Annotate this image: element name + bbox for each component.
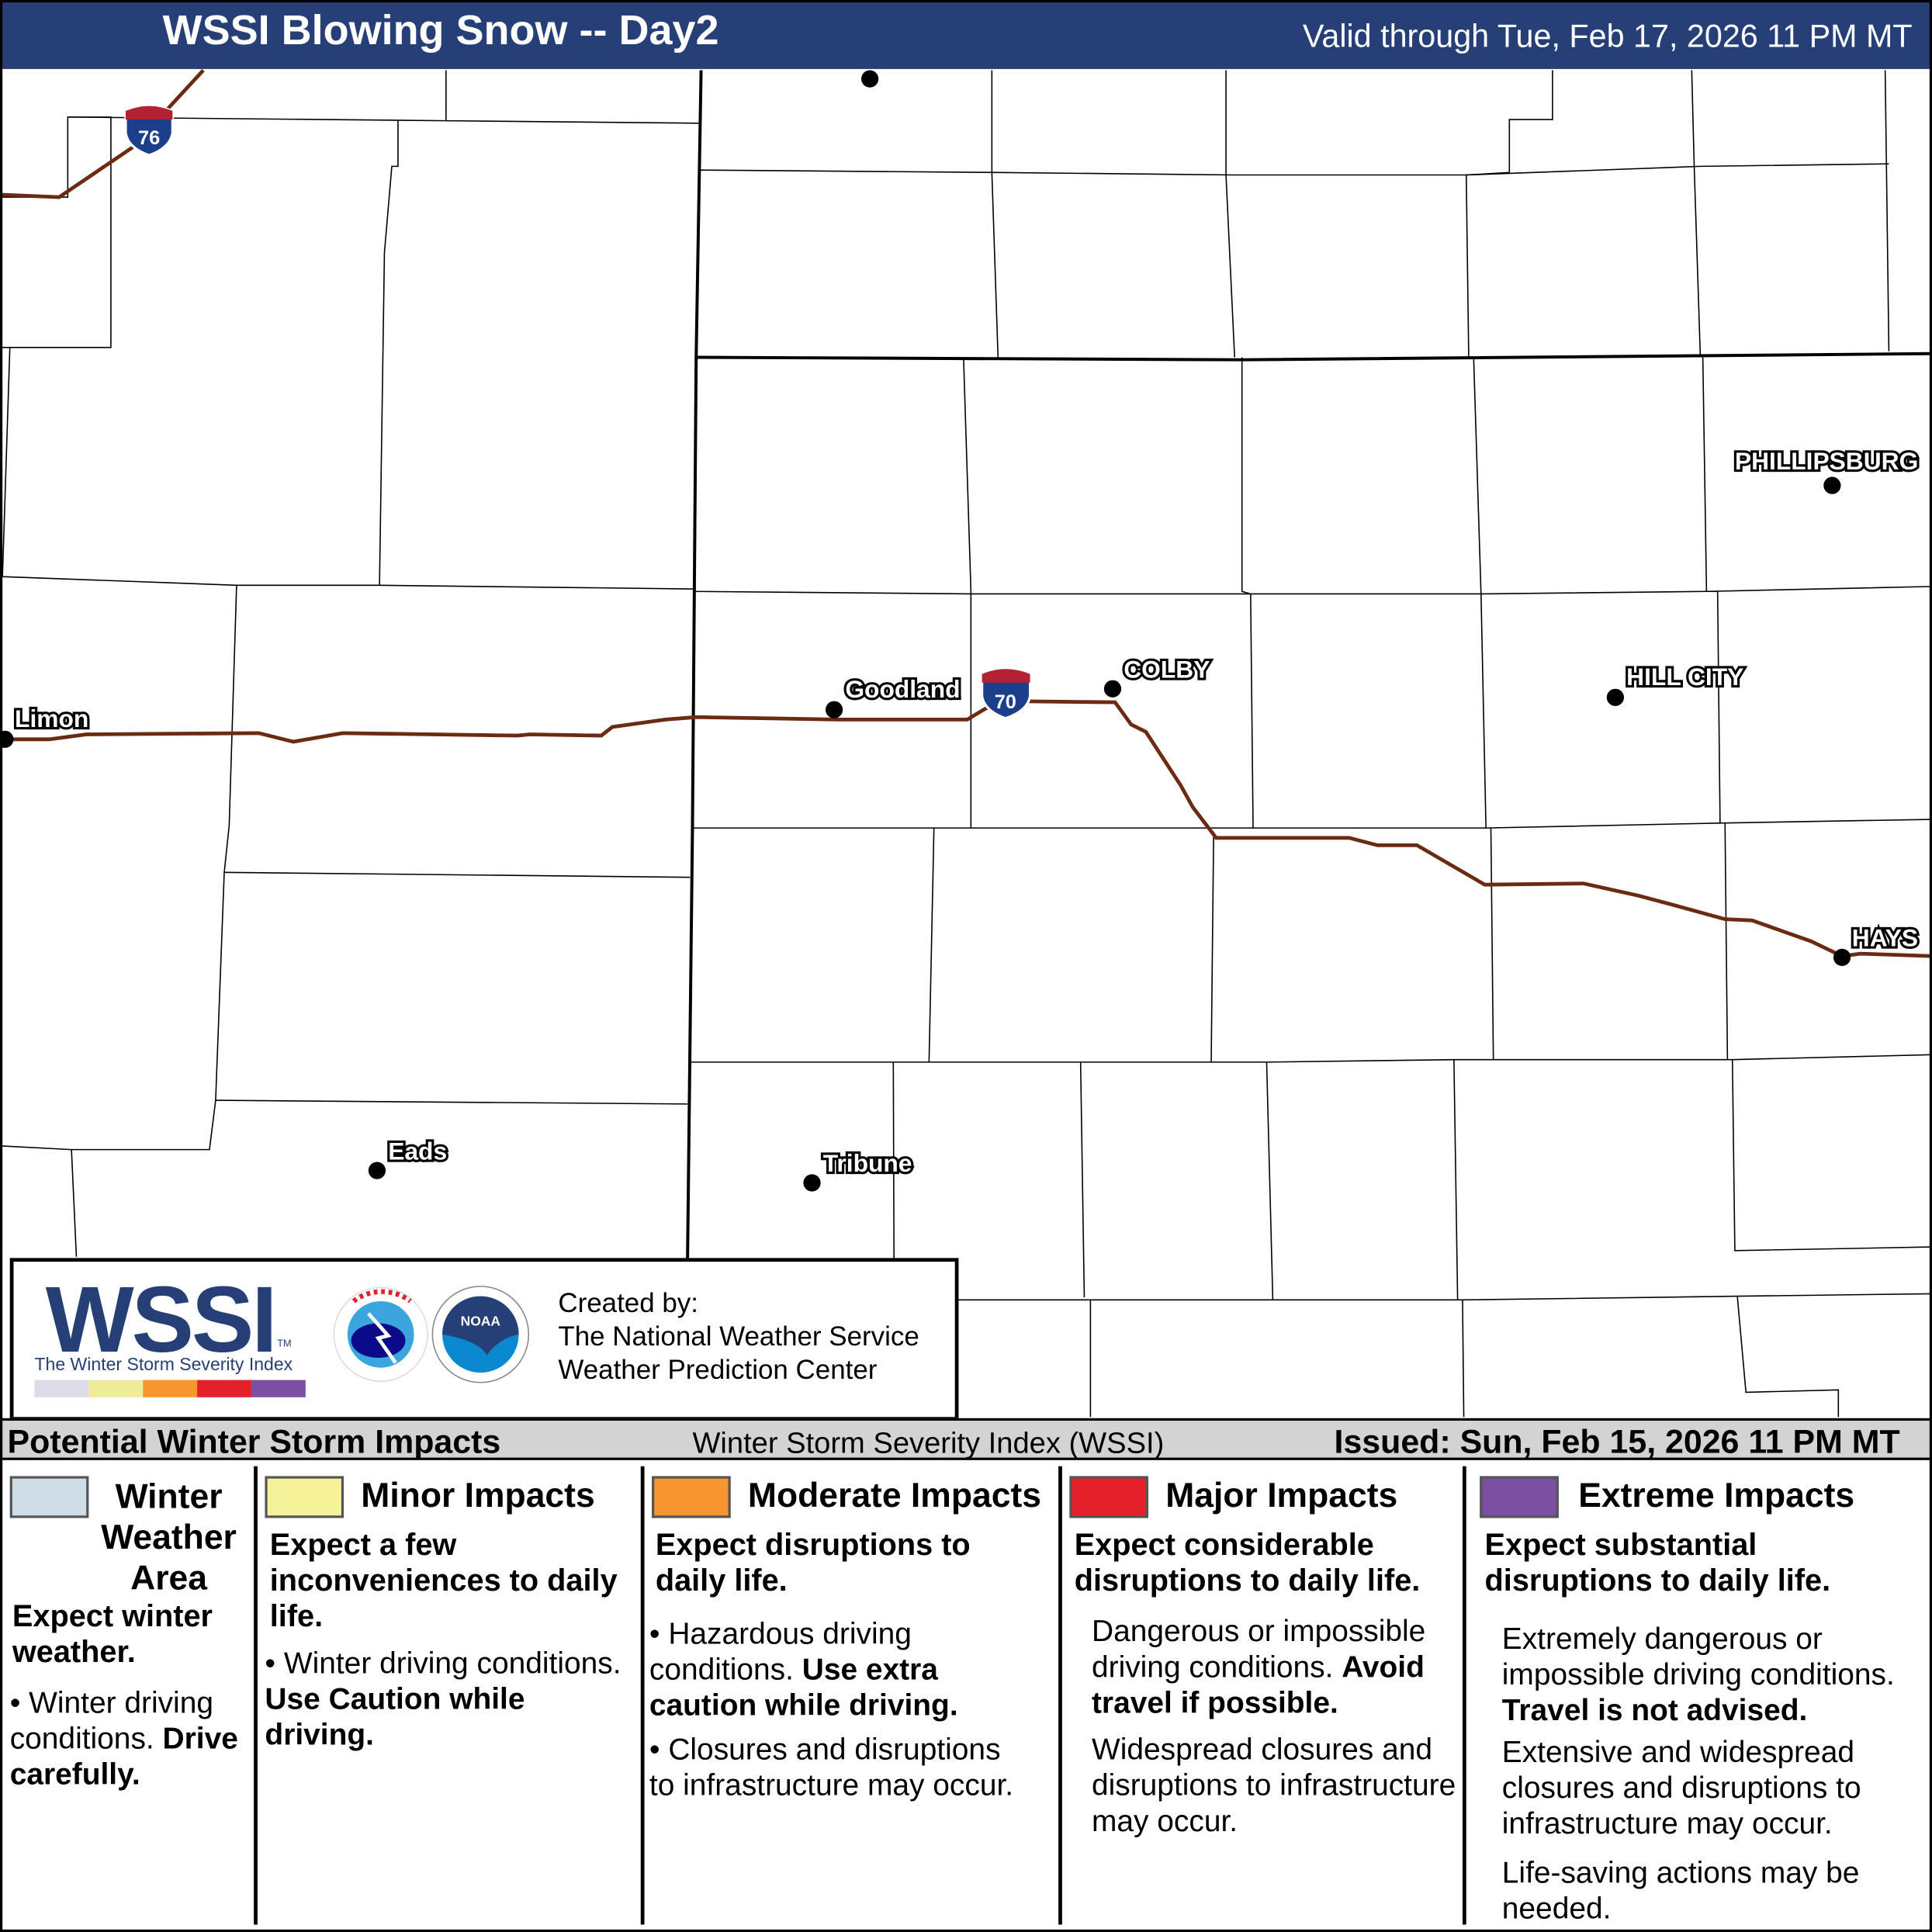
shield-label-70: 70 — [995, 691, 1016, 713]
category-bullet: Widespread closures and disruptions to i… — [1092, 1733, 1461, 1840]
county-map: 76 70 Limon Goodland COLBY HILL CITY PHI… — [0, 68, 1932, 1418]
scale-swatch — [251, 1380, 306, 1397]
bullet-text: Hazardous driving conditions. — [649, 1618, 912, 1687]
scale-swatch — [88, 1380, 144, 1397]
bullet-text: Closures and disruptions to infrastructu… — [649, 1733, 1014, 1803]
city-dot — [368, 1162, 386, 1179]
nws-logo-icon — [333, 1286, 428, 1382]
category-bullet: Extensive and widespread closures and di… — [1502, 1735, 1909, 1842]
credits-box: WSSI TM The Winter Storm Severity Index … — [9, 1258, 959, 1421]
color-swatch — [652, 1476, 731, 1518]
legend-minor-impacts: Minor Impacts Expect a few inconvenience… — [262, 1466, 638, 1925]
legend-extreme-impacts: Extreme Impacts Expect substantial disru… — [1477, 1466, 1927, 1927]
category-title: Major Impacts — [1165, 1476, 1398, 1515]
category-headline: Expect considerable disruptions to daily… — [1074, 1528, 1421, 1598]
legend-major-impacts: Major Impacts Expect considerable disrup… — [1067, 1466, 1461, 1925]
city-label-hays: HAYS — [1852, 924, 1918, 952]
svg-text:NOAA: NOAA — [461, 1314, 501, 1329]
header-bar: WSSI Blowing Snow -- Day2 Valid through … — [0, 0, 1932, 69]
bullet-text: Winter driving conditions. — [283, 1647, 621, 1681]
creator-wpc: Weather Prediction Center — [558, 1354, 878, 1385]
bullet-emphasis: Travel is not advised. — [1501, 1694, 1808, 1728]
category-bullet: • Closures and disruptions to infrastruc… — [649, 1733, 1014, 1803]
bullet-text: Widespread closures and disruptions to i… — [1091, 1733, 1456, 1839]
category-title: Minor Impacts — [361, 1476, 595, 1515]
bullet-text: Dangerous or impossible driving conditio… — [1091, 1615, 1426, 1684]
city-label-colby: COLBY — [1124, 655, 1210, 683]
color-swatch — [1480, 1476, 1559, 1518]
interstate-routes — [0, 68, 1932, 958]
category-bullet: Dangerous or impossible driving conditio… — [1092, 1614, 1461, 1721]
noaa-logo-icon: NOAA — [431, 1286, 530, 1383]
bullet-emphasis: Avoid travel if possible. — [1091, 1650, 1425, 1720]
legend-moderate-impacts: Moderate Impacts Expect disruptions to d… — [649, 1466, 1056, 1925]
trademark: TM — [277, 1338, 292, 1349]
creator-nws: The National Weather Service — [558, 1321, 919, 1352]
bullet-text: Life-saving actions may be needed. — [1501, 1857, 1860, 1927]
bullet-text: Extremely dangerous or impossible drivin… — [1501, 1622, 1895, 1692]
legend-header: Potential Winter Storm Impacts Winter St… — [0, 1418, 1932, 1460]
category-headline: Expect substantial disruptions to daily … — [1484, 1528, 1831, 1598]
city-label-hill-city: HILL CITY — [1626, 663, 1743, 691]
state-borders — [686, 70, 1932, 1259]
category-bullet: Life-saving actions may be needed. — [1502, 1856, 1909, 1927]
legend-title: Potential Winter Storm Impacts — [7, 1423, 501, 1460]
category-headline: Expect winter weather. — [12, 1599, 213, 1670]
severity-color-bar — [34, 1380, 306, 1397]
city-dot — [1823, 476, 1841, 494]
category-title: Winter Weather Area — [101, 1477, 237, 1598]
divider — [254, 1466, 258, 1925]
category-headline: Expect disruptions to daily life. — [655, 1528, 971, 1598]
scale-swatch — [34, 1380, 89, 1397]
category-headline: Expect a few inconveniences to daily lif… — [269, 1528, 618, 1634]
color-swatch — [9, 1476, 89, 1518]
city-dot — [825, 701, 843, 718]
city-dot — [803, 1174, 821, 1192]
wssi-subtitle: The Winter Storm Severity Index — [34, 1355, 293, 1376]
city-dot — [1103, 680, 1122, 698]
bullet-emphasis: Use extra caution while driving. — [649, 1653, 958, 1723]
color-swatch — [1069, 1476, 1149, 1518]
shield-label-76: 76 — [138, 127, 160, 149]
valid-time: Valid through Tue, Feb 17, 2026 11 PM MT — [1302, 17, 1913, 54]
city-label-phillipsburg: PHILLIPSBURG — [1735, 447, 1918, 475]
wssi-logo: WSSI — [45, 1268, 278, 1373]
category-title: Extreme Impacts — [1578, 1476, 1855, 1515]
bullet-text: Extensive and widespread closures and di… — [1501, 1736, 1861, 1841]
category-title: Moderate Impacts — [747, 1476, 1041, 1515]
bullet-emphasis: Drive carefully. — [9, 1723, 238, 1792]
bullet-emphasis: Use Caution while driving. — [265, 1683, 525, 1753]
category-bullet: • Winter driving conditions. Drive caref… — [9, 1686, 238, 1792]
bullet-text: Winter driving conditions. — [9, 1686, 213, 1756]
city-label-limon: Limon — [15, 705, 88, 732]
legend-subtitle: Winter Storm Severity Index (WSSI) — [692, 1426, 1165, 1460]
created-by: Created by: The National Weather Service… — [558, 1286, 919, 1387]
city-label-goodland: Goodland — [845, 675, 960, 703]
city-label-eads: Eads — [388, 1137, 447, 1165]
city-dot — [1606, 688, 1624, 706]
category-bullet: Extremely dangerous or impossible drivin… — [1502, 1622, 1927, 1729]
divider — [1462, 1466, 1466, 1925]
created-by-label: Created by: — [558, 1287, 698, 1319]
scale-swatch — [197, 1380, 251, 1397]
divider — [640, 1466, 645, 1925]
color-swatch — [265, 1476, 345, 1518]
issued-time: Issued: Sun, Feb 15, 2026 11 PM MT — [1334, 1423, 1900, 1460]
city-dot — [0, 730, 14, 748]
county-borders — [0, 70, 1932, 1418]
category-bullet: • Winter driving conditions. Use Caution… — [265, 1647, 621, 1753]
city-markers: Limon Goodland COLBY HILL CITY PHILLIPSB… — [0, 70, 1920, 1192]
divider — [1058, 1466, 1062, 1925]
interstate-70-shield: 70 — [981, 667, 1032, 720]
map-title: WSSI Blowing Snow -- Day2 — [162, 7, 719, 54]
interstate-76-shield: 76 — [124, 104, 174, 157]
category-bullet: • Hazardous driving conditions. Use extr… — [649, 1618, 958, 1723]
scale-swatch — [143, 1380, 198, 1397]
legend-winter-weather-area: Winter Weather Area Expect winter weathe… — [8, 1466, 254, 1925]
city-dot — [1833, 948, 1851, 966]
city-dot — [861, 70, 879, 88]
city-label-tribune: Tribune — [823, 1149, 912, 1177]
